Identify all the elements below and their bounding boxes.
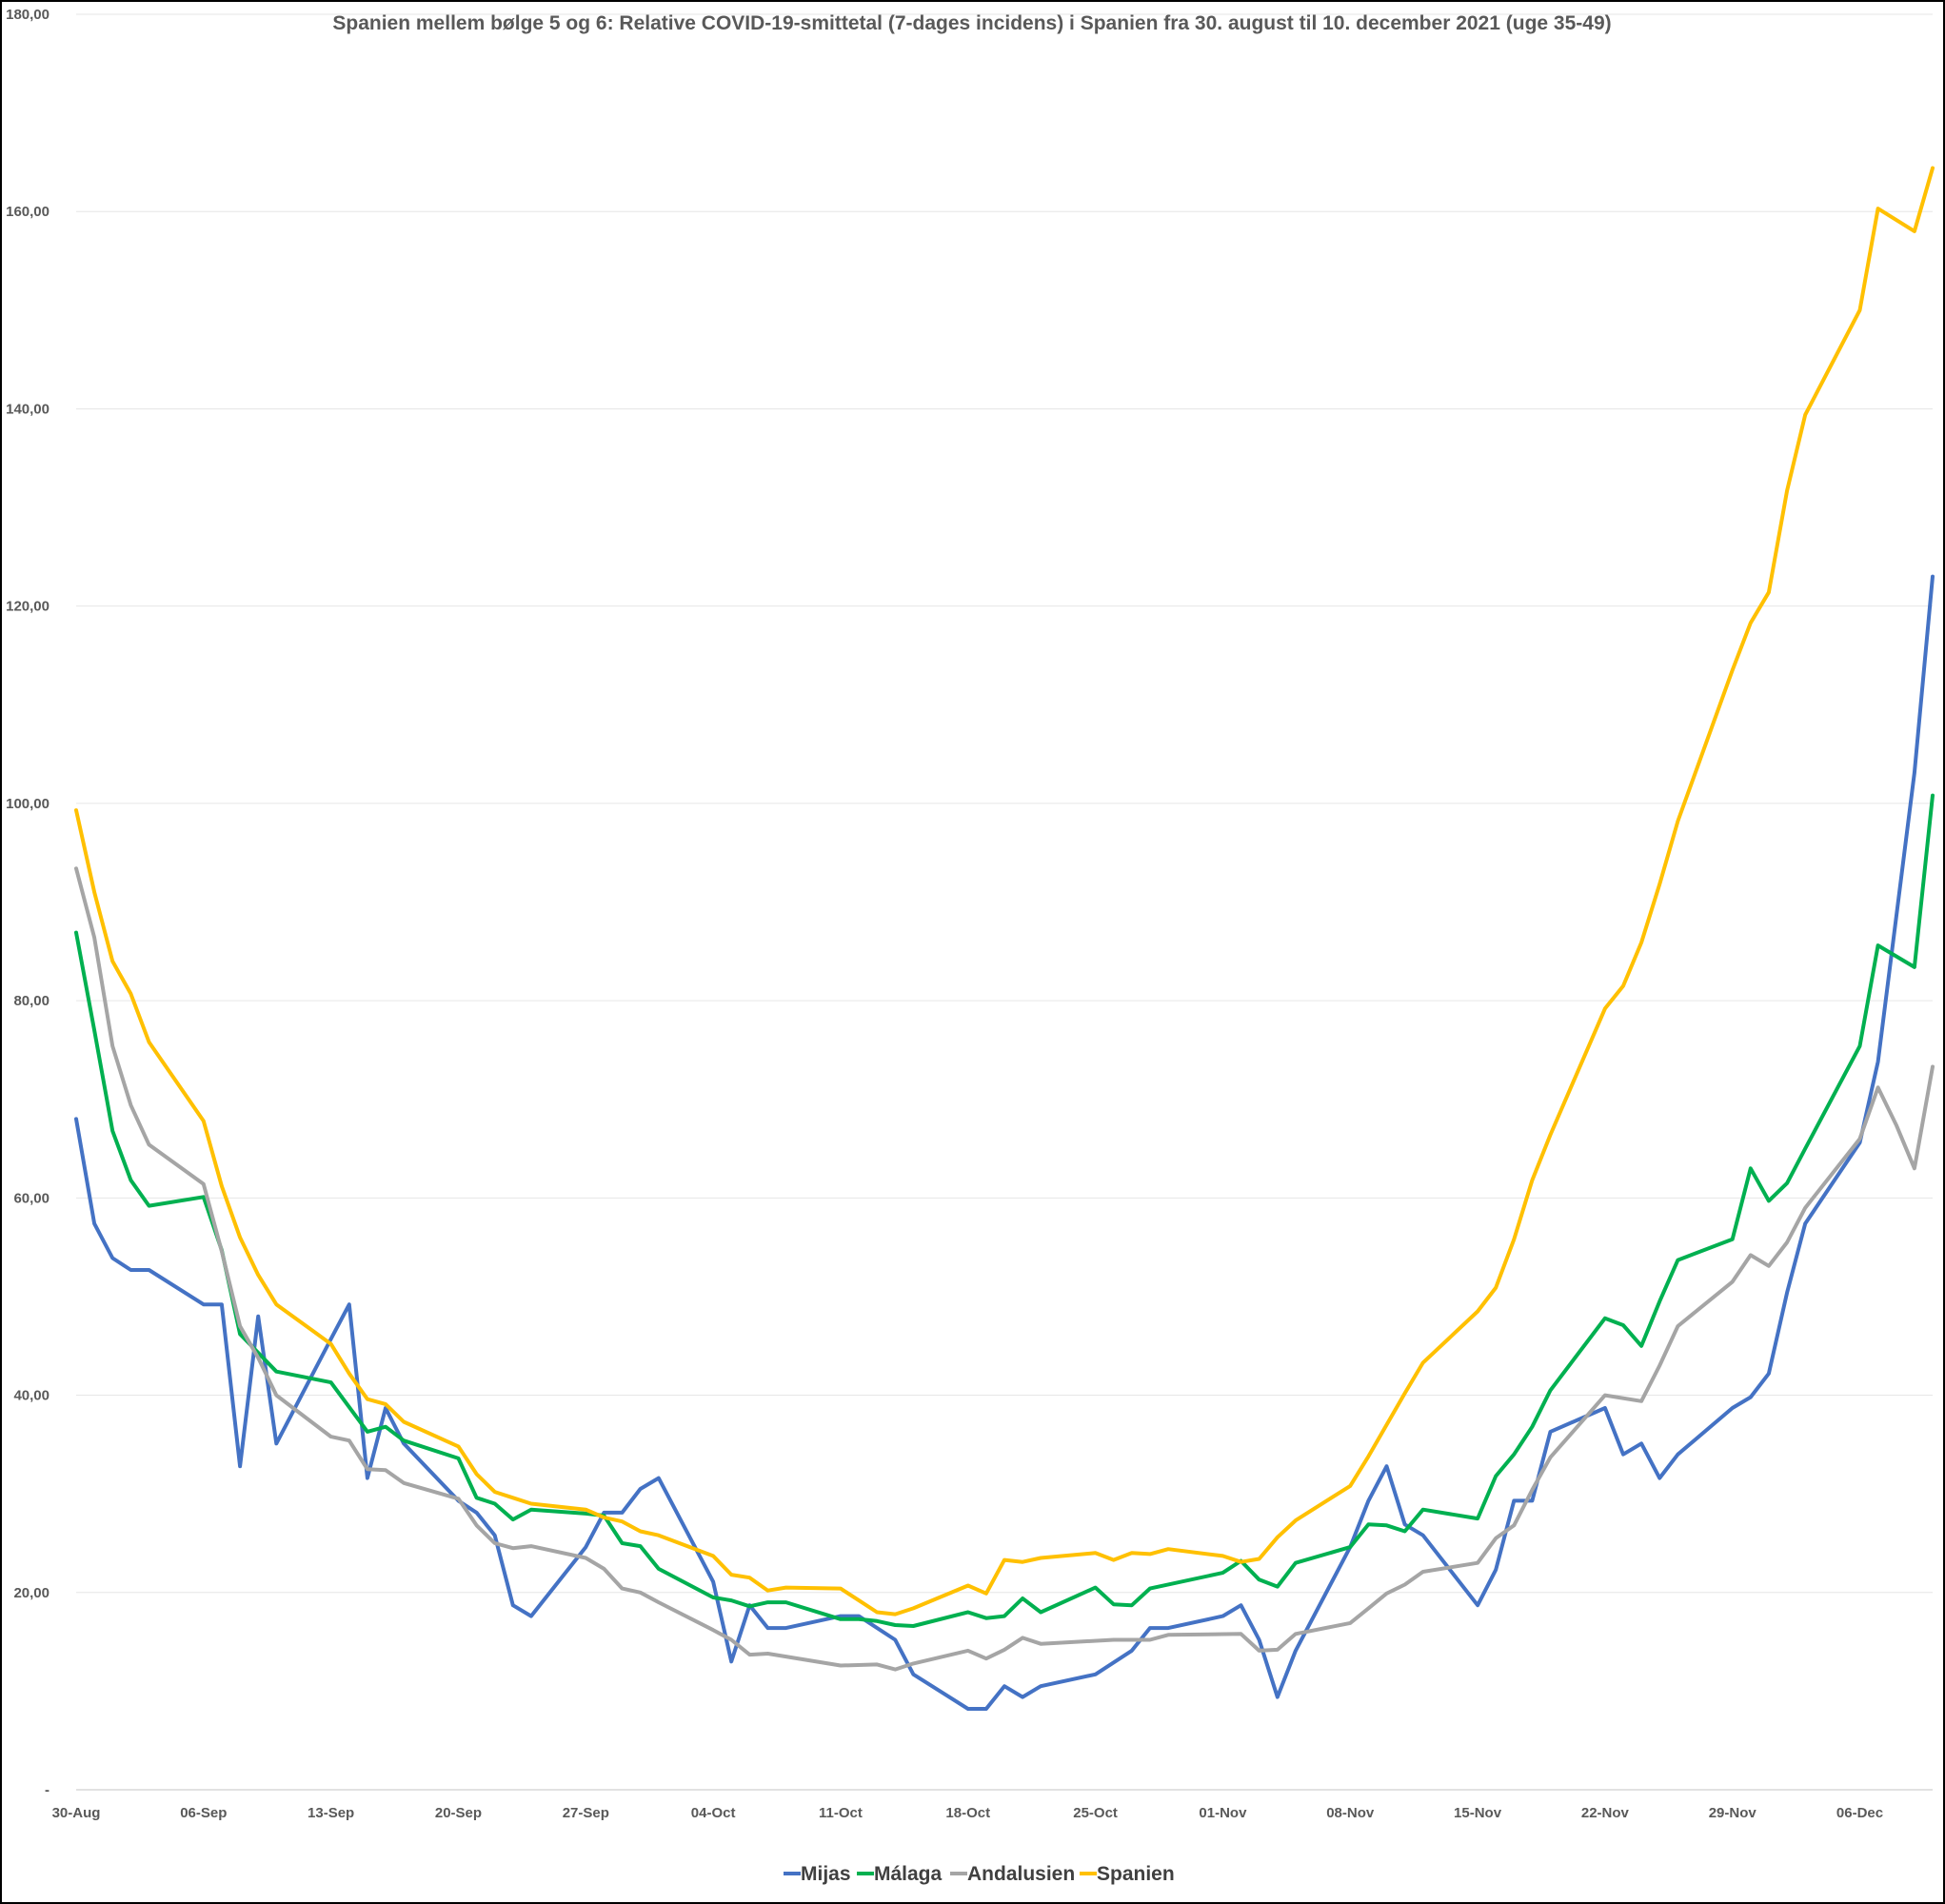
y-tick-label: 40,00 bbox=[13, 1388, 50, 1404]
legend-label: Andalusien bbox=[967, 1863, 1075, 1885]
legend-label: Málaga bbox=[874, 1863, 943, 1885]
x-tick-label: 22-Nov bbox=[1581, 1805, 1630, 1821]
y-tick-label: 140,00 bbox=[6, 401, 50, 417]
x-tick-label: 18-Oct bbox=[945, 1805, 990, 1821]
y-tick-label: 20,00 bbox=[13, 1585, 50, 1601]
series-line-mijas bbox=[74, 574, 1935, 1711]
series-line-andalusien bbox=[74, 866, 1935, 1672]
y-axis-ticks: - 20,00 40,00 60,00 80,00 100,00 120,00 140,00 1… bbox=[6, 7, 50, 1798]
legend-label: Spanien bbox=[1097, 1863, 1175, 1885]
x-tick-label: 15-Nov bbox=[1454, 1805, 1502, 1821]
y-tick-label: 80,00 bbox=[13, 993, 50, 1009]
y-tick-label: 160,00 bbox=[6, 204, 50, 220]
x-tick-label: 04-Oct bbox=[691, 1805, 736, 1821]
x-tick-label: 30-Aug bbox=[52, 1805, 101, 1821]
series-line-málaga bbox=[74, 793, 1935, 1628]
x-tick-label: 01-Nov bbox=[1199, 1805, 1247, 1821]
y-tick-label: 180,00 bbox=[6, 7, 50, 23]
x-tick-label: 11-Oct bbox=[819, 1805, 863, 1821]
x-tick-label: 29-Nov bbox=[1709, 1805, 1757, 1821]
x-tick-label: 27-Sep bbox=[563, 1805, 609, 1821]
x-tick-label: 06-Dec bbox=[1836, 1805, 1883, 1821]
y-tick-label: - bbox=[45, 1782, 50, 1798]
x-tick-label: 25-Oct bbox=[1073, 1805, 1118, 1821]
x-tick-label: 08-Nov bbox=[1326, 1805, 1375, 1821]
y-tick-label: 100,00 bbox=[6, 796, 50, 812]
y-tick-label: 120,00 bbox=[6, 599, 50, 615]
series-line-spanien bbox=[74, 166, 1935, 1616]
x-tick-label: 20-Sep bbox=[435, 1805, 482, 1821]
x-tick-label: 13-Sep bbox=[308, 1805, 354, 1821]
legend-label: Mijas bbox=[801, 1863, 851, 1885]
x-tick-label: 06-Sep bbox=[180, 1805, 227, 1821]
y-tick-label: 60,00 bbox=[13, 1190, 50, 1206]
gridlines bbox=[76, 13, 1933, 1594]
x-axis-ticks: 30-Aug 06-Sep 13-Sep 20-Sep 27-Sep 04-Oct 11-O… bbox=[52, 1805, 1884, 1821]
chart-title: Spanien mellem bølge 5 og 6: Relative CO… bbox=[332, 12, 1611, 34]
legend: Mijas Málaga Andalusien Spanien bbox=[784, 1863, 1175, 1885]
series-lines bbox=[74, 166, 1935, 1711]
